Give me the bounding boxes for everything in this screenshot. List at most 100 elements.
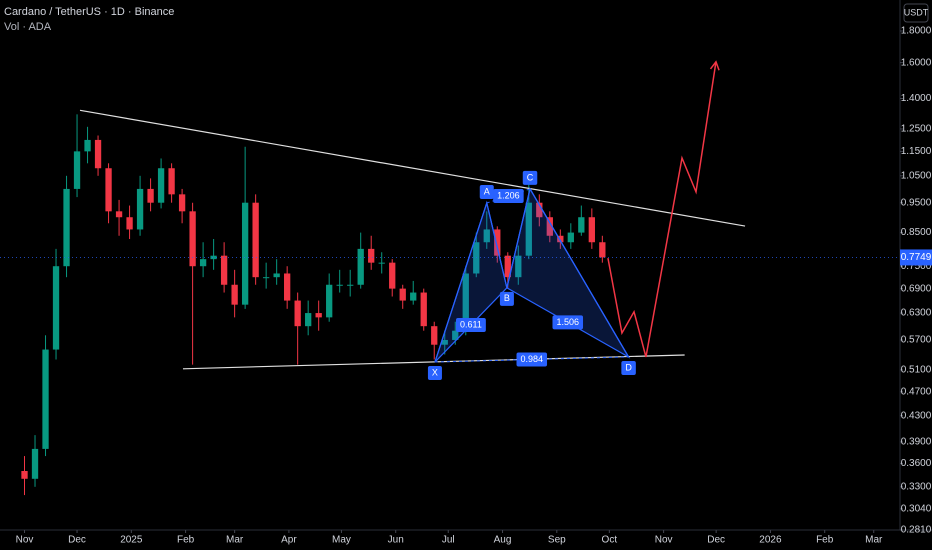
candle-body [431,326,438,345]
candle-body [21,471,28,479]
x-tick-label: Dec [707,535,725,546]
candle-body [546,217,553,236]
candle-body [504,255,511,278]
candle-body [199,259,207,267]
projection-arrowhead [709,60,720,71]
candle-body [441,339,448,345]
candle-body [567,232,574,243]
x-tick-label: Jul [442,535,455,546]
x-tick-label: 2026 [759,535,782,546]
pattern-ratio-label-box [552,315,584,330]
pattern-ratio-label-text: 1.206 [497,190,520,200]
candle-body [52,266,60,350]
y-tick-label: 0.6900 [901,283,932,294]
candle-body [178,194,186,212]
candle-body [189,211,196,267]
candle-body [147,188,154,203]
y-tick-label: 0.4700 [901,386,932,397]
x-tick-label: Oct [602,535,618,546]
plot-area [21,114,606,496]
x-tick-label: Mar [226,535,244,546]
pattern-ratio-label: 1.206 [493,188,524,203]
y-tick-label: 1.8000 [901,26,932,37]
candle-body [588,217,595,243]
x-tick-label: Feb [177,535,195,546]
symbol-title: Cardano / TetherUS · 1D · Binance [4,6,174,18]
trendline [182,354,685,370]
candle-body [136,188,144,230]
pattern-ratio-label-text: 1.506 [556,317,579,327]
y-tick-label: 0.8500 [901,227,932,238]
pattern-point-label-text: D [625,362,632,372]
candle-body [494,229,501,256]
candle-body [483,229,490,243]
y-tick-label: 0.2810 [901,525,932,536]
candle-body [378,262,385,264]
pattern-point-label-text: X [432,367,438,377]
candle-body [126,217,133,230]
x-tick-label: Jun [388,535,404,546]
pattern-point-label-box [621,360,636,375]
y-tick-label: 0.3040 [901,504,932,515]
pattern-point-label-text: C [527,172,534,182]
candle-body [168,168,175,195]
pattern-ratio-label: 0.611 [455,317,486,332]
x-tick-label: Dec [68,535,86,546]
pattern-ratio-label: 0.984 [516,352,548,367]
candle-body [389,262,396,289]
y-tick-label: 0.3300 [901,481,932,492]
pattern-ratio-label-text: 0.984 [521,354,544,364]
y-tick-label: 0.6300 [901,308,932,319]
y-tick-label: 1.4000 [901,93,932,104]
pattern-point-label-box [522,170,538,185]
candle-body [452,330,459,340]
candle-body [305,313,312,327]
pattern-point-label: A [479,184,494,199]
y-tick-label: 0.7500 [901,261,932,272]
candle-body [357,248,364,285]
y-tick-label: 1.2500 [901,124,932,135]
pattern-leg [434,187,630,363]
pattern-point-label-box [427,366,442,381]
pattern-ratio-label-box [516,352,548,367]
y-tick-label: 0.9500 [901,197,932,208]
candle-body [210,255,217,260]
pattern-ratio-label-text: 0.611 [460,319,482,329]
pattern-point-label-box [479,184,494,199]
y-tick-label: 0.3600 [901,458,932,469]
candle-body [220,255,228,285]
candle-body [536,202,543,218]
candle-body [515,255,522,278]
x-tick-label: Sep [548,535,566,546]
candle-body [326,284,333,318]
candle-body [525,202,532,256]
x-tick-label: Nov [16,535,34,546]
y-tick-label: 1.1500 [901,146,932,157]
candle-body [462,273,469,331]
pattern-point-label-text: A [484,186,490,196]
pattern-point-label-text: B [504,293,510,303]
pattern-point-label: D [621,360,636,375]
x-tick-label: Mar [865,535,883,546]
candle-body [231,284,238,305]
y-tick-label: 1.0500 [901,170,932,181]
currency-button[interactable] [903,3,929,23]
candle-body [84,139,91,152]
y-tick-label: 1.6000 [901,57,932,68]
pattern-ratio-label-box [455,317,486,332]
candle-body [420,292,427,327]
candle-body [262,277,270,279]
pattern-point-label: C [522,170,538,185]
candle-body [94,139,102,169]
candle-body [410,292,417,301]
candle-body [284,273,291,301]
y-tick-label: 0.5700 [901,335,932,346]
currency-label[interactable]: USDT [904,7,929,17]
last-price-box [900,249,932,266]
y-tick-label: 0.5100 [901,364,932,375]
trendline [79,109,746,227]
candle-body [42,349,49,449]
candle-body [368,248,375,263]
